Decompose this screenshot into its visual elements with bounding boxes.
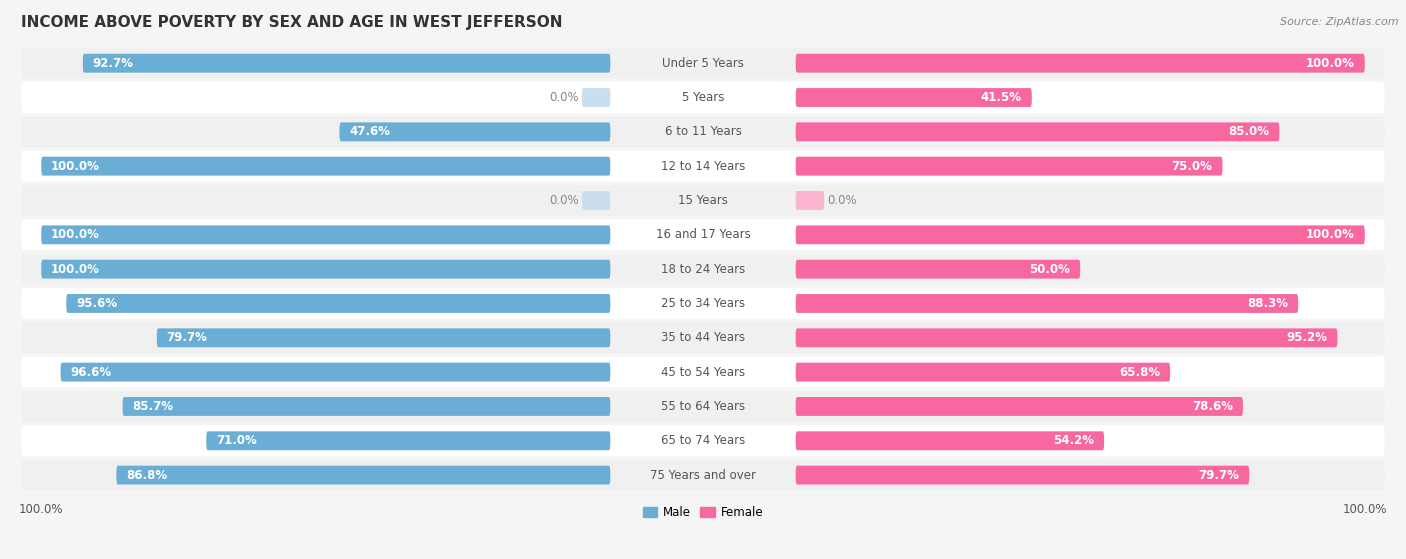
FancyBboxPatch shape <box>796 363 1170 382</box>
Text: 65.8%: 65.8% <box>1119 366 1160 378</box>
Text: 100.0%: 100.0% <box>51 263 100 276</box>
Text: 45 to 54 Years: 45 to 54 Years <box>661 366 745 378</box>
Text: 0.0%: 0.0% <box>827 194 858 207</box>
Text: 79.7%: 79.7% <box>1198 468 1239 482</box>
FancyBboxPatch shape <box>21 425 1385 456</box>
Text: 6 to 11 Years: 6 to 11 Years <box>665 125 741 138</box>
Text: 5 Years: 5 Years <box>682 91 724 104</box>
Text: 75 Years and over: 75 Years and over <box>650 468 756 482</box>
FancyBboxPatch shape <box>21 323 1385 353</box>
FancyBboxPatch shape <box>207 432 610 450</box>
FancyBboxPatch shape <box>796 191 824 210</box>
Text: 35 to 44 Years: 35 to 44 Years <box>661 331 745 344</box>
FancyBboxPatch shape <box>796 397 1243 416</box>
FancyBboxPatch shape <box>41 225 610 244</box>
FancyBboxPatch shape <box>41 157 610 176</box>
Text: 0.0%: 0.0% <box>548 91 579 104</box>
Text: Under 5 Years: Under 5 Years <box>662 56 744 70</box>
Text: 55 to 64 Years: 55 to 64 Years <box>661 400 745 413</box>
Text: 88.3%: 88.3% <box>1247 297 1288 310</box>
Text: 50.0%: 50.0% <box>1029 263 1070 276</box>
FancyBboxPatch shape <box>796 225 1365 244</box>
Text: 85.7%: 85.7% <box>132 400 173 413</box>
Legend: Male, Female: Male, Female <box>638 501 768 523</box>
Text: 100.0%: 100.0% <box>1306 228 1355 241</box>
FancyBboxPatch shape <box>21 48 1385 79</box>
Text: 0.0%: 0.0% <box>548 194 579 207</box>
FancyBboxPatch shape <box>21 391 1385 422</box>
Text: Source: ZipAtlas.com: Source: ZipAtlas.com <box>1281 17 1399 27</box>
FancyBboxPatch shape <box>582 191 610 210</box>
Text: 15 Years: 15 Years <box>678 194 728 207</box>
FancyBboxPatch shape <box>796 328 1337 347</box>
Text: 16 and 17 Years: 16 and 17 Years <box>655 228 751 241</box>
FancyBboxPatch shape <box>122 397 610 416</box>
FancyBboxPatch shape <box>21 116 1385 148</box>
Text: 96.6%: 96.6% <box>70 366 111 378</box>
FancyBboxPatch shape <box>21 219 1385 250</box>
FancyBboxPatch shape <box>339 122 610 141</box>
FancyBboxPatch shape <box>156 328 610 347</box>
FancyBboxPatch shape <box>21 82 1385 113</box>
FancyBboxPatch shape <box>796 294 1298 313</box>
Text: 95.2%: 95.2% <box>1286 331 1327 344</box>
Text: 18 to 24 Years: 18 to 24 Years <box>661 263 745 276</box>
FancyBboxPatch shape <box>796 466 1250 485</box>
Text: 78.6%: 78.6% <box>1192 400 1233 413</box>
Text: 54.2%: 54.2% <box>1053 434 1094 447</box>
FancyBboxPatch shape <box>796 432 1104 450</box>
FancyBboxPatch shape <box>21 357 1385 387</box>
Text: 47.6%: 47.6% <box>349 125 391 138</box>
FancyBboxPatch shape <box>796 122 1279 141</box>
FancyBboxPatch shape <box>83 54 610 73</box>
Text: 12 to 14 Years: 12 to 14 Years <box>661 160 745 173</box>
Text: 100.0%: 100.0% <box>1306 56 1355 70</box>
Text: 95.6%: 95.6% <box>76 297 117 310</box>
FancyBboxPatch shape <box>582 88 610 107</box>
Text: 25 to 34 Years: 25 to 34 Years <box>661 297 745 310</box>
FancyBboxPatch shape <box>21 459 1385 491</box>
Text: INCOME ABOVE POVERTY BY SEX AND AGE IN WEST JEFFERSON: INCOME ABOVE POVERTY BY SEX AND AGE IN W… <box>21 15 562 30</box>
FancyBboxPatch shape <box>117 466 610 485</box>
FancyBboxPatch shape <box>60 363 610 382</box>
Text: 75.0%: 75.0% <box>1171 160 1212 173</box>
Text: 79.7%: 79.7% <box>167 331 208 344</box>
FancyBboxPatch shape <box>796 54 1365 73</box>
FancyBboxPatch shape <box>66 294 610 313</box>
FancyBboxPatch shape <box>796 157 1222 176</box>
FancyBboxPatch shape <box>796 260 1080 278</box>
FancyBboxPatch shape <box>21 151 1385 182</box>
FancyBboxPatch shape <box>21 185 1385 216</box>
FancyBboxPatch shape <box>21 254 1385 285</box>
FancyBboxPatch shape <box>21 288 1385 319</box>
FancyBboxPatch shape <box>41 260 610 278</box>
Text: 92.7%: 92.7% <box>93 56 134 70</box>
FancyBboxPatch shape <box>796 88 1032 107</box>
Text: 41.5%: 41.5% <box>981 91 1022 104</box>
Text: 65 to 74 Years: 65 to 74 Years <box>661 434 745 447</box>
Text: 100.0%: 100.0% <box>51 160 100 173</box>
Text: 100.0%: 100.0% <box>51 228 100 241</box>
Text: 71.0%: 71.0% <box>217 434 257 447</box>
Text: 86.8%: 86.8% <box>127 468 167 482</box>
Text: 85.0%: 85.0% <box>1229 125 1270 138</box>
